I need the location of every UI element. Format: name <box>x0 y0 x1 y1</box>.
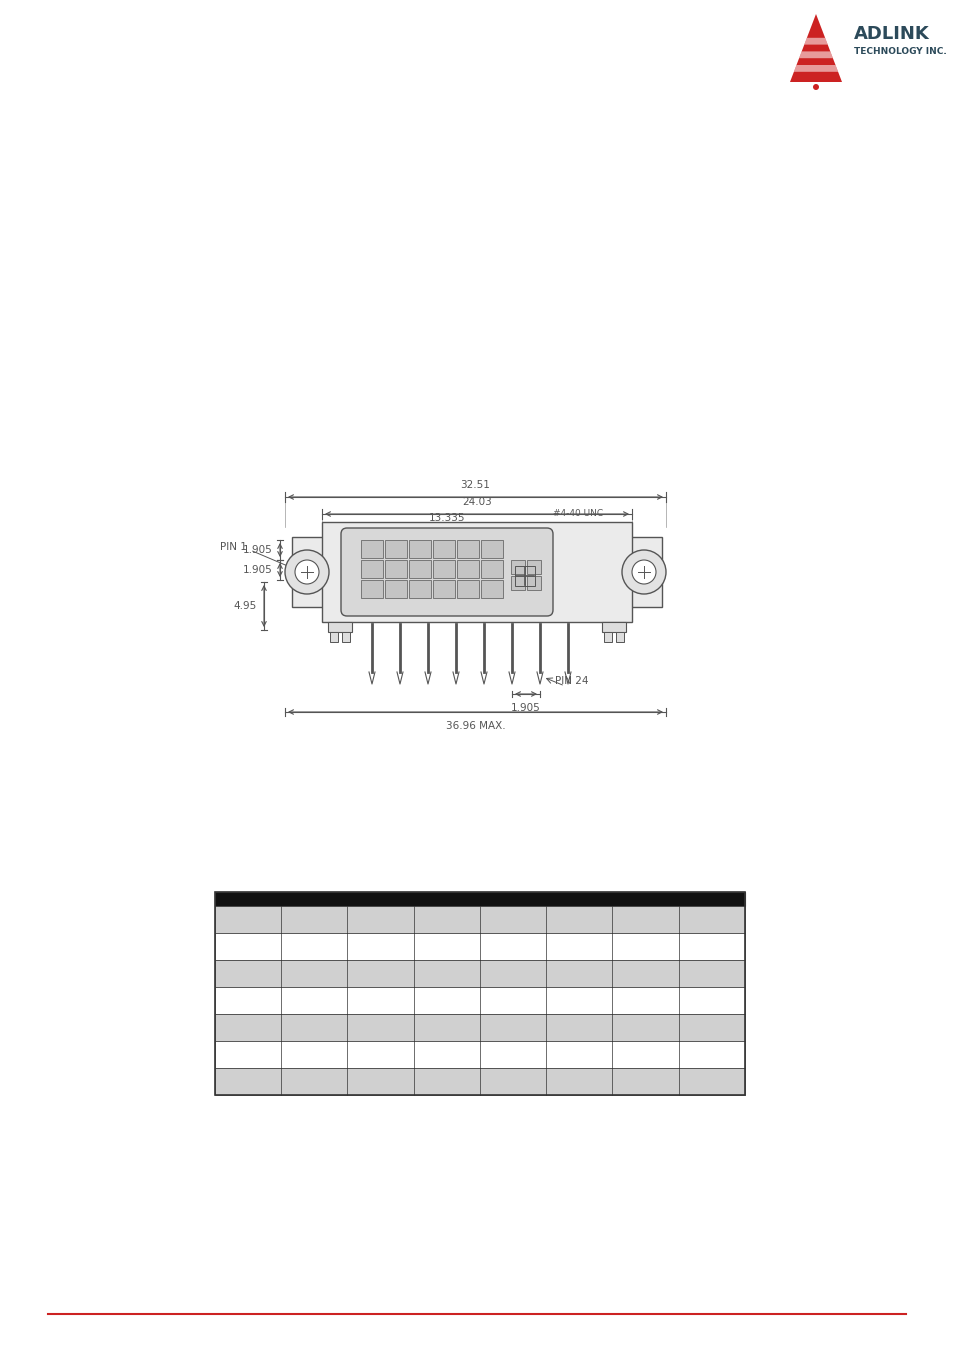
Text: 1.905: 1.905 <box>357 527 388 537</box>
Circle shape <box>294 560 318 584</box>
Bar <box>480 560 502 579</box>
Text: 32.51: 32.51 <box>460 480 490 489</box>
Bar <box>360 560 382 579</box>
Circle shape <box>621 550 665 594</box>
Text: THREAD: THREAD <box>553 527 589 535</box>
Bar <box>360 580 382 598</box>
Polygon shape <box>793 65 838 72</box>
Bar <box>433 560 455 579</box>
Bar <box>214 892 744 906</box>
Bar <box>292 537 327 607</box>
FancyBboxPatch shape <box>340 529 553 617</box>
Text: 4.95: 4.95 <box>233 602 256 611</box>
Text: 1.905: 1.905 <box>243 565 273 575</box>
Text: ADLINK: ADLINK <box>853 26 929 43</box>
Bar <box>385 539 407 558</box>
Bar <box>433 580 455 598</box>
Bar <box>214 1068 744 1095</box>
Polygon shape <box>799 51 832 58</box>
Bar <box>515 566 535 585</box>
Bar <box>409 539 431 558</box>
Bar <box>322 522 631 622</box>
Bar <box>480 539 502 558</box>
Bar <box>433 539 455 558</box>
Bar <box>601 622 625 631</box>
Bar <box>330 631 337 642</box>
Bar <box>456 580 478 598</box>
Text: TECHNOLOGY INC.: TECHNOLOGY INC. <box>853 47 945 55</box>
Circle shape <box>631 560 656 584</box>
Bar <box>511 576 524 589</box>
Polygon shape <box>789 14 841 82</box>
Bar <box>456 560 478 579</box>
Bar <box>214 1014 744 1041</box>
Text: 13.335: 13.335 <box>428 512 465 523</box>
Circle shape <box>285 550 329 594</box>
Circle shape <box>812 84 818 91</box>
Polygon shape <box>803 38 827 45</box>
Bar <box>385 560 407 579</box>
Bar <box>603 631 612 642</box>
Bar <box>409 580 431 598</box>
Bar <box>480 580 502 598</box>
Bar <box>341 631 350 642</box>
Bar <box>214 933 744 960</box>
Text: 24.03: 24.03 <box>461 498 492 507</box>
Bar <box>214 892 744 1095</box>
Bar <box>616 631 623 642</box>
Bar <box>409 560 431 579</box>
Bar <box>626 537 661 607</box>
Text: 1.905: 1.905 <box>243 545 273 556</box>
Bar <box>526 576 540 589</box>
Bar <box>456 539 478 558</box>
Text: 1.905: 1.905 <box>511 703 540 713</box>
Bar <box>511 560 524 575</box>
Text: PIN 24: PIN 24 <box>555 676 588 685</box>
Bar <box>328 622 352 631</box>
Bar <box>214 987 744 1014</box>
Bar <box>214 1041 744 1068</box>
Bar <box>214 960 744 987</box>
Bar <box>385 580 407 598</box>
Text: PIN 1: PIN 1 <box>220 542 247 552</box>
Bar <box>360 539 382 558</box>
Text: 36.96 MAX.: 36.96 MAX. <box>445 721 505 731</box>
Bar <box>214 906 744 933</box>
Bar <box>526 560 540 575</box>
Text: #4-40 UNC: #4-40 UNC <box>553 508 602 518</box>
